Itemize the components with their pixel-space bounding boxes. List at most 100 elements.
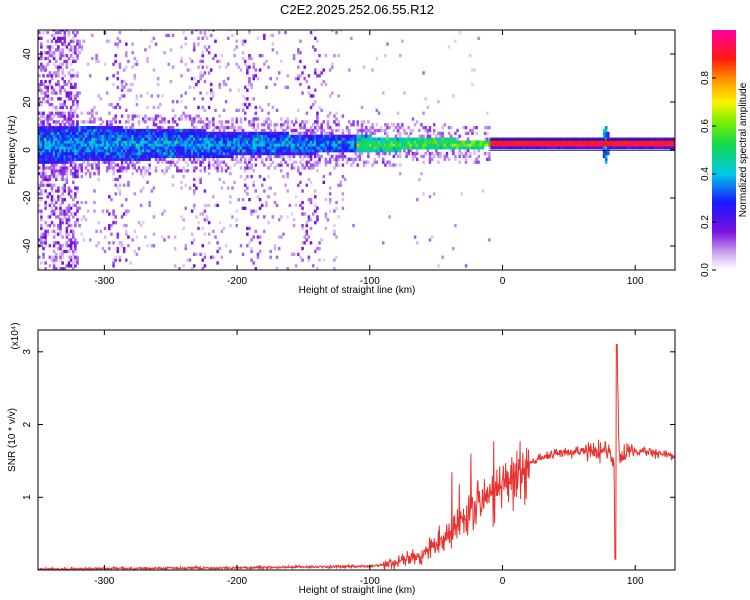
heatmap-cell xyxy=(309,157,313,161)
heatmap-cell xyxy=(65,232,69,236)
heatmap-cell xyxy=(375,123,379,127)
heatmap-cell xyxy=(190,241,194,245)
heatmap-cell xyxy=(498,137,502,141)
heatmap-cell xyxy=(426,131,430,136)
heatmap-cell xyxy=(558,146,561,150)
heatmap-cell xyxy=(328,186,332,190)
heatmap-cell xyxy=(549,137,553,141)
heatmap-cell xyxy=(273,140,277,144)
heatmap-cell xyxy=(197,131,200,136)
heatmap-cell xyxy=(587,137,591,141)
heatmap-cell xyxy=(163,157,166,161)
heatmap-cell xyxy=(335,30,338,35)
heatmap-cell xyxy=(129,140,132,144)
heatmap-cell xyxy=(110,154,113,159)
heatmap-cell xyxy=(243,62,247,66)
heatmap-cell xyxy=(260,157,264,161)
heatmap-cell xyxy=(216,140,219,144)
heatmap-cell xyxy=(462,146,466,150)
heatmap-cell xyxy=(672,146,675,150)
colorbar-tick-label: 0.8 xyxy=(700,71,711,85)
heatmap-cell xyxy=(543,146,546,150)
heatmap-cell xyxy=(91,56,94,61)
heatmap-cell xyxy=(91,131,94,136)
heatmap-cell xyxy=(462,126,466,130)
heatmap-cell xyxy=(428,137,432,141)
heatmap-cell xyxy=(65,128,69,133)
heatmap-cell xyxy=(74,126,77,130)
heatmap-cell xyxy=(52,91,56,95)
heatmap-cell xyxy=(373,137,377,141)
heatmap-cell xyxy=(284,151,287,156)
heatmap-cell xyxy=(71,149,75,153)
heatmap-cell xyxy=(241,198,245,202)
heatmap-cell xyxy=(254,189,258,193)
heatmap-cell xyxy=(84,126,88,130)
heatmap-cell xyxy=(71,134,75,138)
heatmap-cell xyxy=(292,54,296,58)
heatmap-cell xyxy=(114,134,117,138)
heatmap-cell xyxy=(441,140,444,144)
heatmap-cell xyxy=(69,94,73,98)
heatmap-cell xyxy=(424,143,427,147)
heatmap-cell xyxy=(61,198,64,202)
heatmap-cell xyxy=(54,59,58,64)
heatmap-cell xyxy=(118,137,122,141)
heatmap-cell xyxy=(394,149,398,153)
heatmap-cell xyxy=(180,137,183,141)
heatmap-cell xyxy=(59,128,62,133)
heatmap-cell xyxy=(48,157,52,161)
heatmap-cell xyxy=(284,85,287,89)
heatmap-cell xyxy=(280,131,283,136)
heatmap-cell xyxy=(108,163,111,167)
heatmap-cell xyxy=(71,249,75,254)
heatmap-cell xyxy=(515,143,519,147)
heatmap-cell xyxy=(392,163,396,167)
heatmap-cell xyxy=(209,131,213,136)
heatmap-cell xyxy=(74,186,77,190)
heatmap-cell xyxy=(40,91,43,95)
heatmap-cell xyxy=(379,140,383,144)
heatmap-cell xyxy=(445,137,449,141)
heatmap-cell xyxy=(97,137,100,141)
heatmap-cell xyxy=(301,91,304,95)
heatmap-cell xyxy=(252,146,255,150)
heatmap-cell xyxy=(67,114,71,118)
heatmap-cell xyxy=(122,183,126,187)
heatmap-cell xyxy=(76,39,79,43)
heatmap-cell xyxy=(52,71,56,75)
heatmap-cell xyxy=(216,169,219,173)
heatmap-cell xyxy=(69,241,73,245)
heatmap-cell xyxy=(93,151,96,156)
heatmap-cell xyxy=(464,154,468,159)
heatmap-cell xyxy=(594,137,597,141)
heatmap-cell xyxy=(418,140,421,144)
heatmap-cell xyxy=(331,146,334,150)
heatmap-cell xyxy=(454,131,457,136)
heatmap-cell xyxy=(360,137,364,141)
heatmap-cell xyxy=(91,108,94,112)
heatmap-cell xyxy=(341,128,345,133)
chart-title: C2E2.2025.252.06.55.R12 xyxy=(280,2,434,17)
heatmap-cell xyxy=(528,143,532,147)
heatmap-cell xyxy=(322,149,326,153)
heatmap-cell xyxy=(127,114,130,118)
heatmap-cell xyxy=(367,160,370,164)
heatmap-cell xyxy=(299,123,302,127)
heatmap-cell xyxy=(282,146,285,150)
heatmap-cell xyxy=(190,232,194,236)
heatmap-cell xyxy=(199,151,202,156)
heatmap-cell xyxy=(169,131,173,136)
heatmap-cell xyxy=(401,140,404,144)
heatmap-cell xyxy=(188,131,192,136)
heatmap-cell xyxy=(40,128,43,133)
heatmap-cell xyxy=(112,160,115,164)
heatmap-cell xyxy=(258,241,262,245)
heatmap-cell xyxy=(40,174,43,179)
heatmap-cell xyxy=(277,30,281,35)
heatmap-cell xyxy=(360,105,364,110)
heatmap-cell xyxy=(203,157,207,161)
heatmap-cell xyxy=(449,143,453,147)
heatmap-cell xyxy=(184,134,188,138)
heatmap-cell xyxy=(65,120,69,124)
